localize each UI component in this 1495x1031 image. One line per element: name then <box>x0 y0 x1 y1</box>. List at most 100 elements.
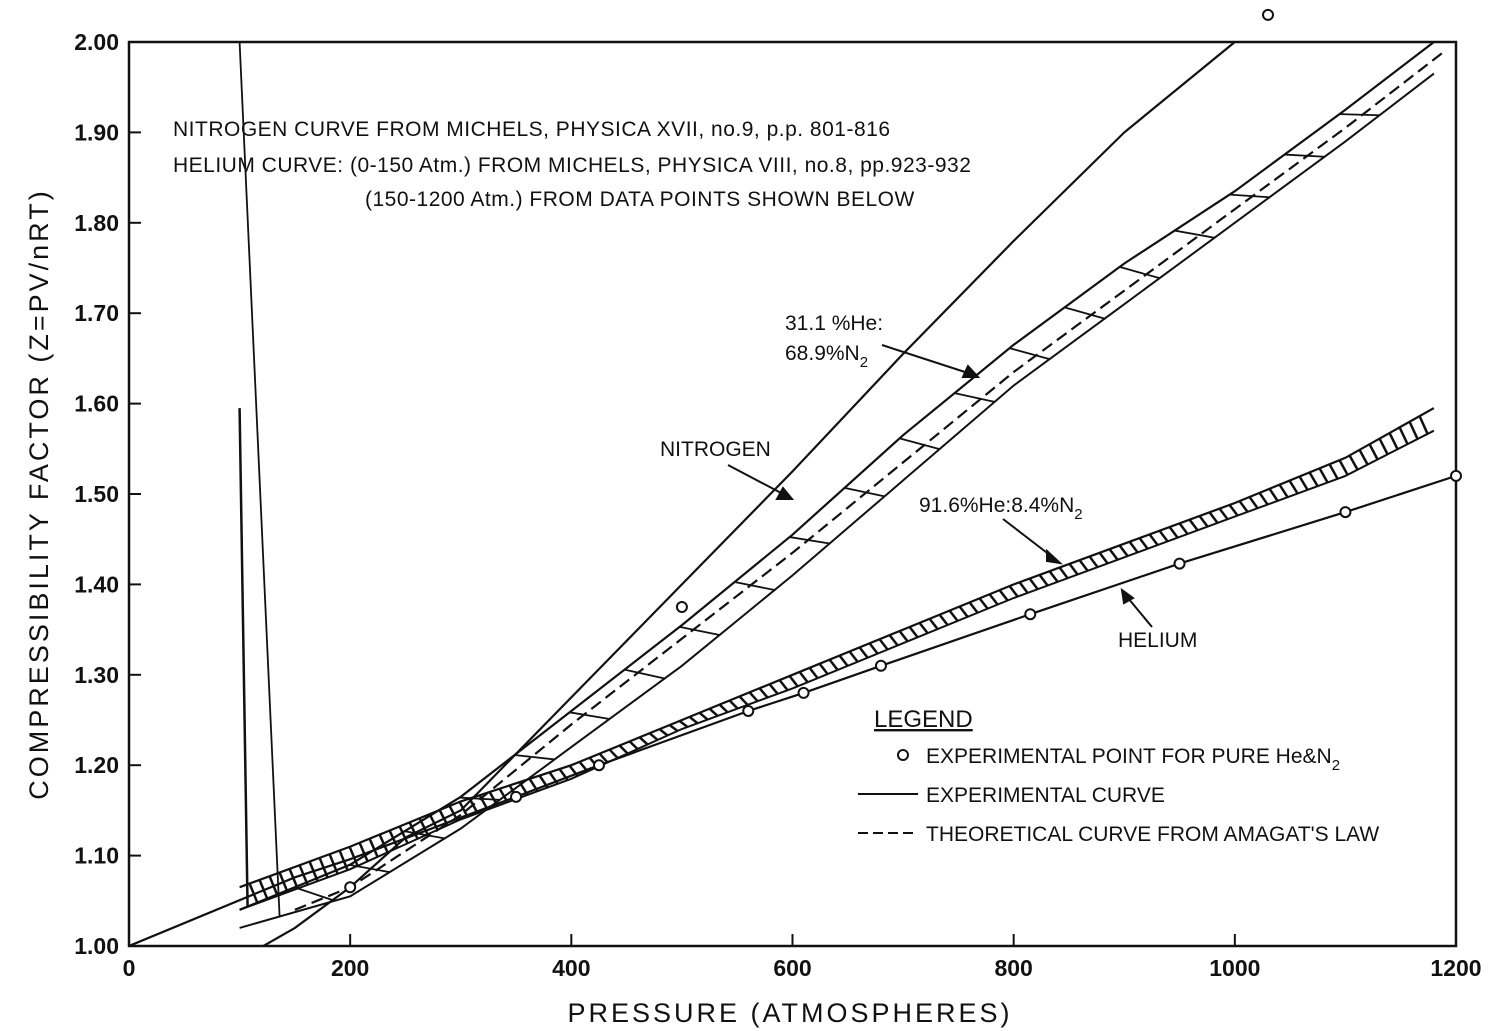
legend: LEGEND EXPERIMENTAL POINT FOR PURE He&N2… <box>858 706 1379 846</box>
experimental-point <box>874 659 887 672</box>
band-hatch-31-1-he-68-9-n2 <box>679 626 720 636</box>
band-hatch-31-1-he-68-9-n2 <box>238 42 281 917</box>
note-helium-source: HELIUM CURVE: (0-150 Atm.) FROM MICHELS,… <box>173 154 971 177</box>
y-tick-label: 2.00 <box>74 29 119 55</box>
band-hatch-91-6-he-8-4-n2 <box>798 671 809 683</box>
x-tick-label: 1000 <box>1209 955 1260 981</box>
experimental-point <box>592 759 605 772</box>
y-tick-label: 1.70 <box>74 300 119 326</box>
x-tick-label: 1200 <box>1430 955 1481 981</box>
band-hatch-91-6-he-8-4-n2 <box>848 650 859 663</box>
label-nitrogen: NITROGEN <box>660 438 771 461</box>
label-mix91-sub: 2 <box>1074 506 1082 523</box>
label-mix31-line2: 68.9%N2 <box>785 342 868 371</box>
band-hatch-91-6-he-8-4-n2 <box>698 711 709 721</box>
experimental-point <box>1450 469 1462 482</box>
band-hatch-91-6-he-8-4-n2 <box>408 821 419 840</box>
band-hatch-91-6-he-8-4-n2 <box>1218 507 1229 521</box>
experimental-point <box>675 601 688 613</box>
band-hatch-91-6-he-8-4-n2 <box>1128 541 1139 554</box>
band-hatch-91-6-he-8-4-n2 <box>1018 581 1029 594</box>
x-axis-label: PRESSURE (ATMOSPHERES) <box>567 998 1012 1028</box>
band-hatch-91-6-he-8-4-n2 <box>708 707 719 717</box>
band-hatch-91-6-he-8-4-n2 <box>1058 566 1069 579</box>
band-hatch-31-1-he-68-9-n2 <box>1284 153 1325 158</box>
y-tick-label: 1.80 <box>74 210 119 236</box>
arrow-helium <box>1127 597 1153 628</box>
y-tick-label: 1.30 <box>74 662 119 688</box>
band-hatch-91-6-he-8-4-n2 <box>1248 496 1259 509</box>
band-hatch-91-6-he-8-4-n2 <box>398 825 409 844</box>
experimental-point <box>1339 506 1352 519</box>
band-hatch-91-6-he-8-4-n2 <box>618 744 629 755</box>
x-tick-label: 400 <box>552 955 590 981</box>
note-nitrogen-source: NITROGEN CURVE FROM MICHELS, PHYSICA XVI… <box>173 118 891 141</box>
band-hatch-91-6-he-8-4-n2 <box>1418 415 1429 435</box>
band-hatch-91-6-he-8-4-n2 <box>1168 526 1179 539</box>
band-hatch-91-6-he-8-4-n2 <box>988 593 999 606</box>
legend-point-marker <box>897 749 909 761</box>
band-hatch-31-1-he-68-9-n2 <box>1229 193 1270 199</box>
legend-point-main: EXPERIMENTAL POINT FOR PURE He&N <box>926 745 1332 768</box>
band-hatch-91-6-he-8-4-n2 <box>1008 585 1019 598</box>
band-hatch-91-6-he-8-4-n2 <box>1408 421 1419 440</box>
experimental-point <box>510 790 523 803</box>
band-hatch-91-6-he-8-4-n2 <box>678 719 689 728</box>
band-hatch-91-6-he-8-4-n2 <box>908 626 919 639</box>
band-hatch-91-6-he-8-4-n2 <box>1188 518 1199 532</box>
band-hatch-31-1-he-68-9-n2 <box>844 486 885 498</box>
band-hatch-91-6-he-8-4-n2 <box>808 667 819 679</box>
band-hatch-31-1-he-68-9-n2 <box>1009 347 1050 360</box>
band-hatch-91-6-he-8-4-n2 <box>1328 463 1339 480</box>
band-hatch-91-6-he-8-4-n2 <box>638 736 649 746</box>
label-mix91: 91.6%He:8.4%N2 <box>919 494 1083 523</box>
y-tick-label: 1.50 <box>74 481 119 507</box>
arrow-mix31-head <box>961 364 981 378</box>
band-hatch-91-6-he-8-4-n2 <box>828 658 839 671</box>
band-hatch-31-1-he-68-9-n2 <box>954 392 995 403</box>
band-hatch-91-6-he-8-4-n2 <box>1108 548 1119 561</box>
arrow-nitrogen-head <box>775 486 795 500</box>
y-tick-label: 1.60 <box>74 391 119 417</box>
band-hatch-31-1-he-68-9-n2 <box>899 437 940 450</box>
band-hatch-91-6-he-8-4-n2 <box>788 675 799 688</box>
band-hatch-91-6-he-8-4-n2 <box>1088 555 1099 568</box>
band-hatch-91-6-he-8-4-n2 <box>1198 515 1209 528</box>
band-hatch-31-1-he-68-9-n2 <box>624 668 665 680</box>
band-hatch-91-6-he-8-4-n2 <box>948 609 959 622</box>
legend-point-sub: 2 <box>1332 757 1340 774</box>
x-tick-label: 0 <box>123 955 136 981</box>
note-helium-range: (150-1200 Atm.) FROM DATA POINTS SHOWN B… <box>365 188 915 211</box>
series-line-31-1-he-68-9-n2-amagat <box>294 50 1446 911</box>
axis-ticks: 0 200 400 600 800 1000 1200 1.00 1.10 1.20 1.30 1.4… <box>74 29 1481 981</box>
band-hatch-91-6-he-8-4-n2 <box>608 748 619 759</box>
band-hatch-91-6-he-8-4-n2 <box>1378 438 1389 455</box>
experimental-point <box>742 704 755 717</box>
y-tick-label: 1.10 <box>74 843 119 869</box>
band-hatch-31-1-he-68-9-n2 <box>1339 113 1380 117</box>
band-hatch-31-1-he-68-9-n2 <box>1064 306 1105 320</box>
band-hatch-91-6-he-8-4-n2 <box>668 724 679 732</box>
series-band-edge-31-1-he-68-9-n2 <box>239 72 1435 929</box>
band-hatch-91-6-he-8-4-n2 <box>768 683 779 695</box>
legend-solid-text: EXPERIMENTAL CURVE <box>926 784 1165 807</box>
band-hatch-91-6-he-8-4-n2 <box>758 687 769 699</box>
label-mix31-line1: 31.1 %He: <box>785 312 883 335</box>
band-hatch-91-6-he-8-4-n2 <box>868 642 879 655</box>
x-tick-label: 600 <box>773 955 811 981</box>
band-hatch-91-6-he-8-4-n2 <box>1208 511 1219 524</box>
band-hatch-91-6-he-8-4-n2 <box>358 842 369 862</box>
band-hatch-31-1-he-68-9-n2 <box>789 536 830 545</box>
band-hatch-91-6-he-8-4-n2 <box>998 589 1009 602</box>
band-hatch-31-1-he-68-9-n2 <box>734 581 775 591</box>
band-hatch-91-6-he-8-4-n2 <box>598 752 609 764</box>
band-hatch-91-6-he-8-4-n2 <box>1308 471 1319 487</box>
band-hatch-91-6-he-8-4-n2 <box>1028 577 1039 590</box>
label-mix31-sub: 2 <box>860 354 868 371</box>
series-line-91-6-he-8-4-n2 <box>239 407 1435 889</box>
band-hatch-91-6-he-8-4-n2 <box>1318 467 1329 484</box>
x-tick-label: 200 <box>331 955 369 981</box>
point-layer <box>344 8 1462 894</box>
arrow-nitrogen <box>727 464 784 495</box>
